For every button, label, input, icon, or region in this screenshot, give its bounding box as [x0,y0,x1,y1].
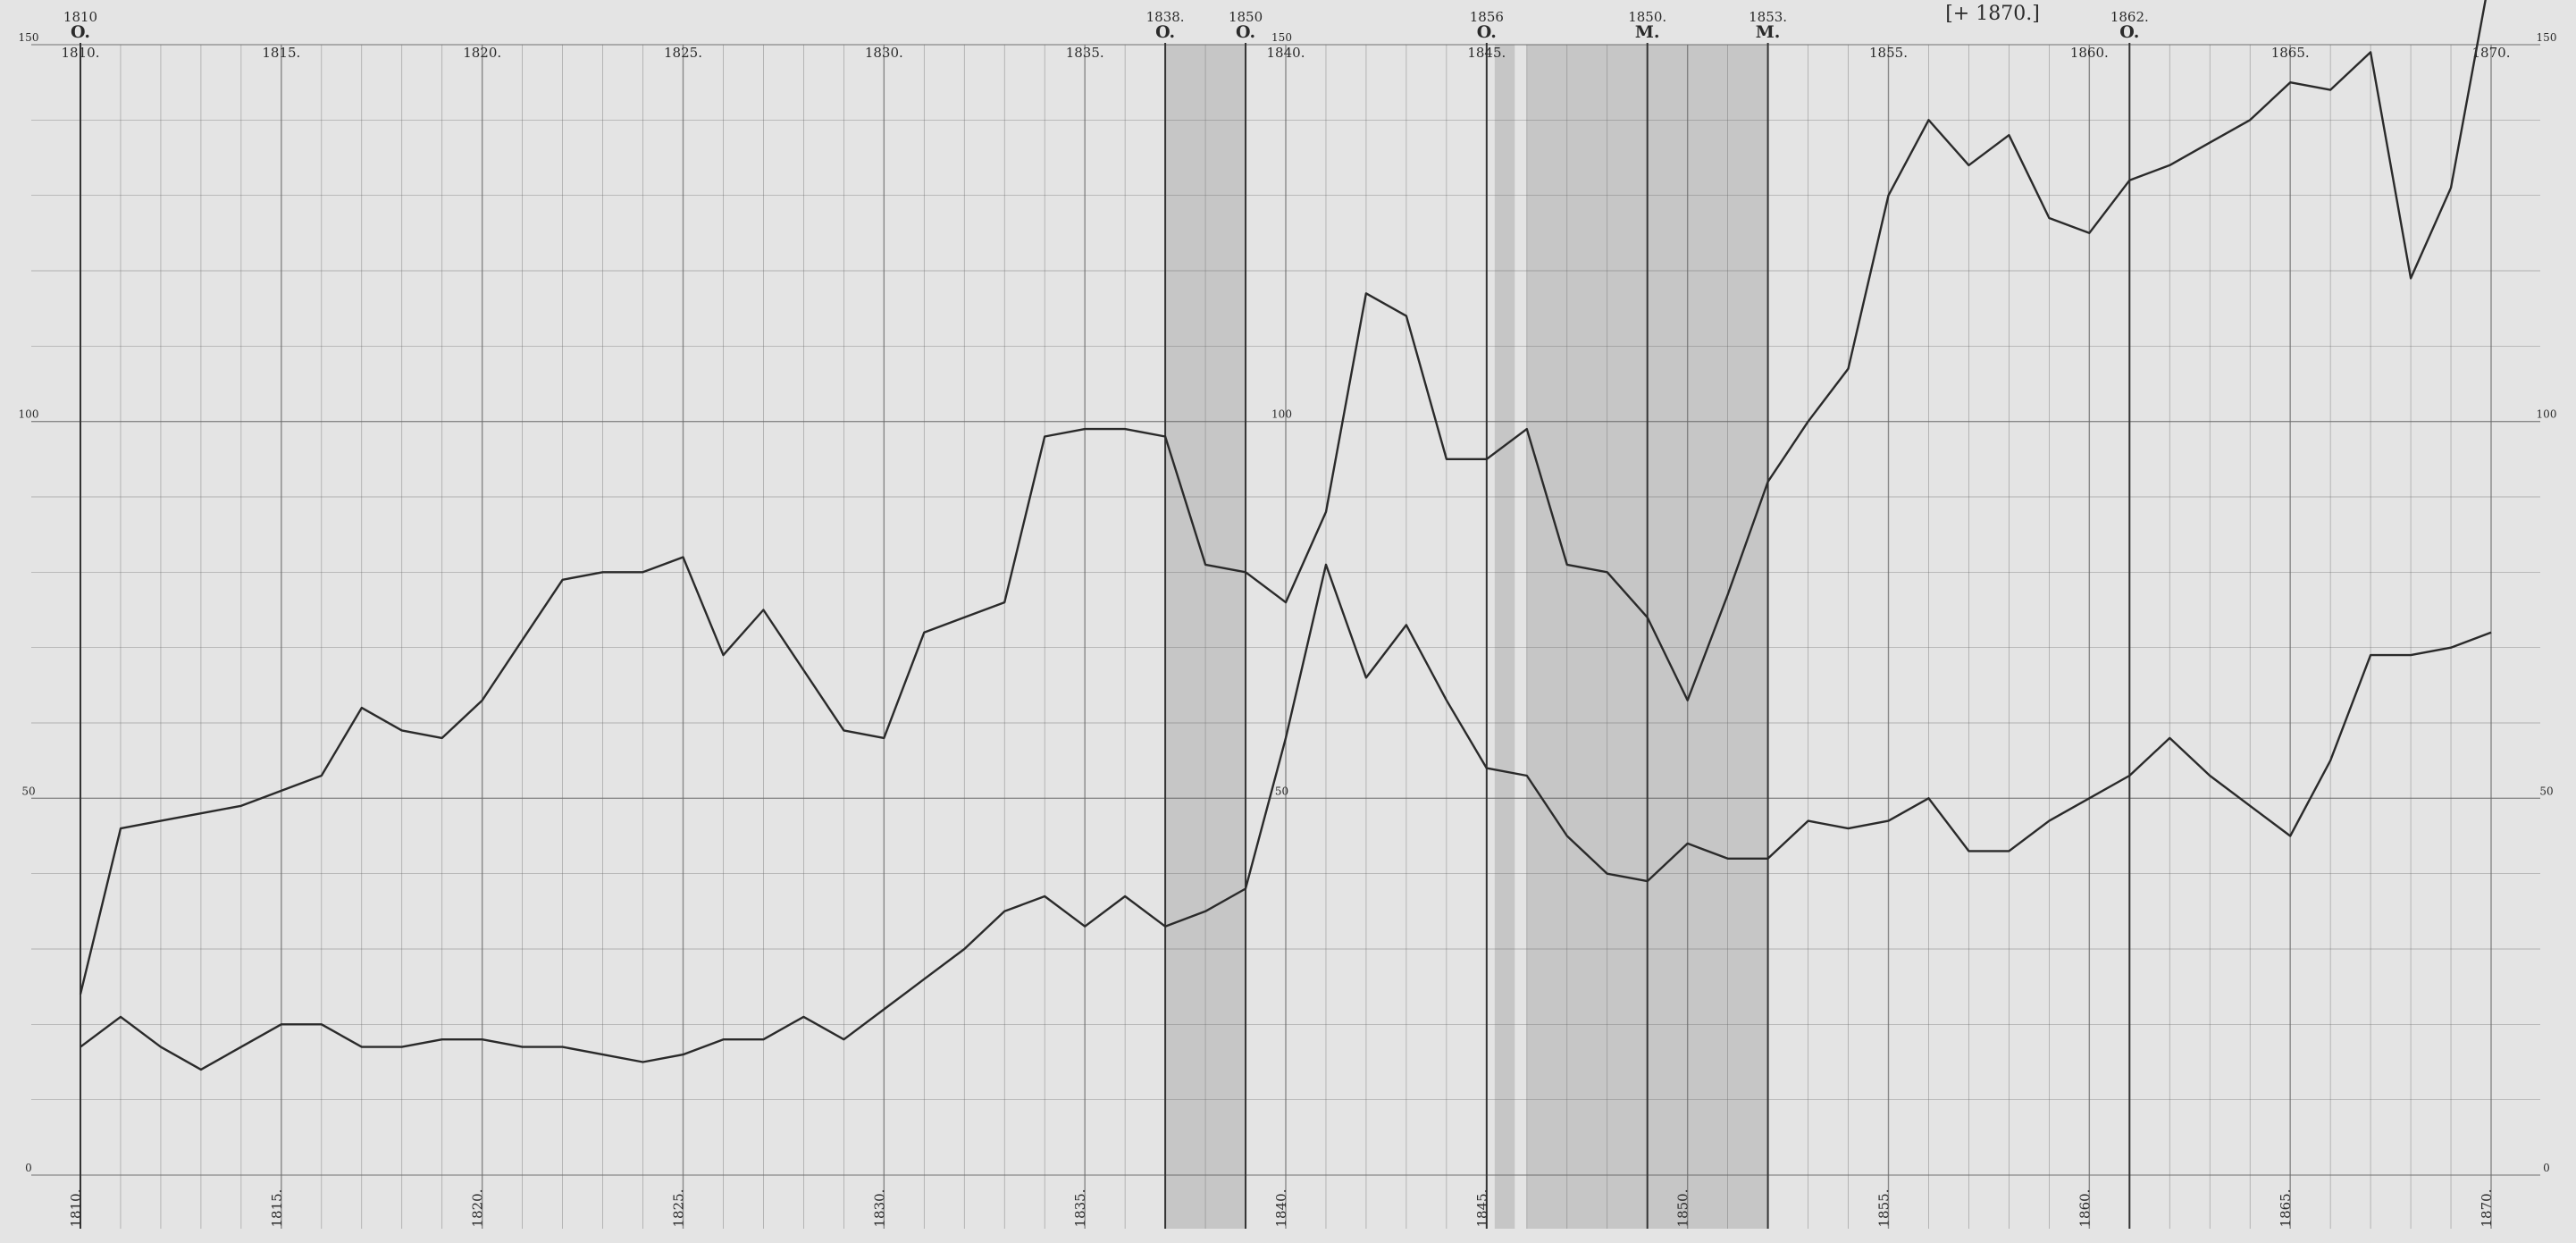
x-tick-bottom: 1850. [1675,1189,1691,1228]
y-tick-right: 150 [2537,31,2557,44]
x-tick-top: 1855. [1869,45,1908,61]
x-tick-bottom: 1860. [2077,1189,2093,1228]
y-tick-right: 100 [2537,408,2557,421]
tick-labels: 1810. 1815. 1820. 1825. 1830. 1835. 1840. 1845.… [19,31,2557,1227]
y-tick-inner: 150 [1271,31,1292,44]
marker-year-label: 1856 [1470,9,1504,25]
marker-year-label: 1862. [2110,9,2149,25]
x-tick-bottom: 1815. [269,1189,285,1228]
marker-sub-label: O. [2119,22,2139,42]
marker-sub-label: M. [1635,22,1660,42]
x-tick-bottom: 1855. [1876,1189,1892,1228]
x-tick-bottom: 1840. [1273,1189,1289,1228]
x-tick-top: 1845. [1467,45,1506,61]
x-tick-top: 1840. [1267,45,1305,61]
marker-sub-label: M. [1756,22,1781,42]
series-line-2 [80,563,2492,1071]
marker-sub-label: O. [1477,22,1497,42]
series-line-1 [79,0,2487,995]
y-tick-right: 50 [2539,785,2553,797]
marker-lines: 1810O.1838.O.1850O.1856O.1850.M.1853.M.1… [63,9,2149,1229]
bracket-note: [+ 1870.] [1945,3,2040,25]
y-tick-left: 150 [19,31,39,44]
shaded-period [1494,45,1515,1229]
y-tick-inner: 50 [1275,785,1288,797]
x-tick-top: 1820. [463,45,501,61]
marker-year-label: 1810 [63,9,97,25]
x-tick-bottom: 1810. [68,1189,84,1228]
series-lines [79,0,2492,1071]
marker-year-label: 1853. [1749,9,1787,25]
x-tick-top: 1810. [62,45,100,61]
marker-year-label: 1850 [1229,9,1263,25]
y-tick-right: 0 [2543,1162,2550,1174]
x-tick-top: 1865. [2271,45,2310,61]
x-tick-top: 1870. [2472,45,2511,61]
x-tick-bottom: 1865. [2278,1189,2294,1228]
x-tick-bottom: 1825. [671,1189,687,1228]
x-tick-bottom: 1820. [470,1189,486,1228]
x-tick-top: 1815. [262,45,300,61]
marker-sub-label: O. [1236,22,1255,42]
y-tick-left: 100 [19,408,39,421]
x-tick-top: 1830. [865,45,903,61]
x-tick-top: 1835. [1066,45,1104,61]
marker-sub-label: O. [71,22,90,42]
marker-year-label: 1838. [1146,9,1185,25]
x-tick-top: 1860. [2070,45,2109,61]
marker-sub-label: O. [1155,22,1175,42]
y-tick-left: 50 [21,785,35,797]
grid [31,44,2540,1229]
y-tick-left: 0 [25,1162,32,1174]
x-tick-bottom: 1830. [871,1189,887,1228]
x-tick-bottom: 1845. [1474,1189,1490,1228]
y-tick-inner: 100 [1271,408,1292,421]
x-tick-top: 1825. [664,45,702,61]
x-tick-bottom: 1835. [1072,1189,1088,1228]
marker-year-label: 1850. [1628,9,1666,25]
x-tick-bottom: 1870. [2479,1189,2495,1228]
